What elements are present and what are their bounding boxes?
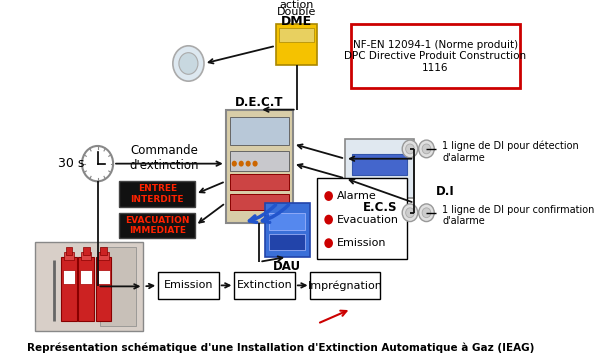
Polygon shape [264, 203, 310, 257]
Polygon shape [83, 247, 90, 255]
Polygon shape [351, 24, 520, 88]
Polygon shape [352, 154, 407, 175]
Polygon shape [269, 213, 306, 230]
Polygon shape [269, 234, 306, 250]
Polygon shape [226, 110, 293, 222]
Polygon shape [64, 252, 74, 260]
Circle shape [82, 146, 113, 181]
Polygon shape [230, 117, 289, 145]
Text: Représentation schématique d'une Installation d'Extinction Automatique à Gaz (IE: Représentation schématique d'une Install… [27, 342, 535, 352]
Circle shape [422, 208, 431, 218]
Text: 1 ligne de DI pour confirmation
d'alarme: 1 ligne de DI pour confirmation d'alarme [442, 205, 594, 226]
Text: Imprégnation: Imprégnation [308, 280, 382, 291]
Circle shape [324, 238, 333, 248]
Polygon shape [230, 194, 289, 210]
Polygon shape [35, 242, 143, 331]
Polygon shape [234, 271, 295, 299]
Circle shape [324, 191, 333, 201]
Circle shape [238, 161, 244, 166]
Polygon shape [79, 257, 94, 321]
Polygon shape [230, 174, 289, 190]
Text: Commande
d'extinction: Commande d'extinction [129, 144, 199, 172]
Text: DAU: DAU [273, 260, 301, 273]
Polygon shape [276, 24, 318, 65]
Text: E.C.S: E.C.S [362, 201, 397, 214]
Circle shape [402, 140, 418, 158]
Text: Emission: Emission [338, 238, 387, 248]
Polygon shape [65, 247, 73, 255]
Circle shape [179, 53, 198, 74]
Circle shape [419, 140, 434, 158]
Polygon shape [97, 270, 110, 284]
Polygon shape [96, 257, 111, 321]
Polygon shape [310, 271, 380, 299]
Text: Alarme: Alarme [338, 191, 377, 201]
Circle shape [406, 144, 414, 154]
Text: EVACUATION
IMMEDIATE: EVACUATION IMMEDIATE [125, 216, 189, 235]
Text: action: action [280, 0, 314, 10]
Polygon shape [119, 213, 195, 238]
Circle shape [252, 161, 258, 166]
Text: D.E.C.T: D.E.C.T [235, 96, 284, 109]
Text: ENTREE
INTERDITE: ENTREE INTERDITE [131, 184, 184, 204]
Polygon shape [63, 270, 75, 284]
Polygon shape [158, 271, 219, 299]
Polygon shape [80, 270, 93, 284]
Text: NF-EN 12094-1 (Norme produit)
DPC Directive Produit Construction
1116: NF-EN 12094-1 (Norme produit) DPC Direct… [344, 39, 526, 73]
Polygon shape [345, 139, 414, 198]
Text: DME: DME [281, 15, 312, 28]
Text: Double: Double [277, 8, 316, 17]
Text: 1 ligne de DI pour détection
d'alarme: 1 ligne de DI pour détection d'alarme [442, 141, 579, 163]
Polygon shape [61, 257, 77, 321]
Circle shape [406, 208, 414, 218]
Circle shape [419, 204, 434, 222]
Text: 30 s: 30 s [59, 157, 85, 170]
Text: Emission: Emission [164, 280, 213, 290]
Circle shape [173, 46, 204, 81]
Polygon shape [280, 28, 314, 42]
Circle shape [324, 215, 333, 225]
Polygon shape [99, 252, 109, 260]
Circle shape [402, 204, 418, 222]
Text: D.I: D.I [436, 184, 455, 197]
Circle shape [246, 161, 250, 166]
Polygon shape [100, 247, 107, 255]
Polygon shape [230, 151, 289, 170]
Text: Evacuation: Evacuation [338, 214, 399, 225]
Circle shape [232, 161, 237, 166]
Text: Extinction: Extinction [237, 280, 292, 290]
Polygon shape [81, 252, 91, 260]
Polygon shape [119, 181, 195, 207]
Polygon shape [100, 247, 137, 326]
Polygon shape [316, 178, 407, 259]
Circle shape [422, 144, 431, 154]
